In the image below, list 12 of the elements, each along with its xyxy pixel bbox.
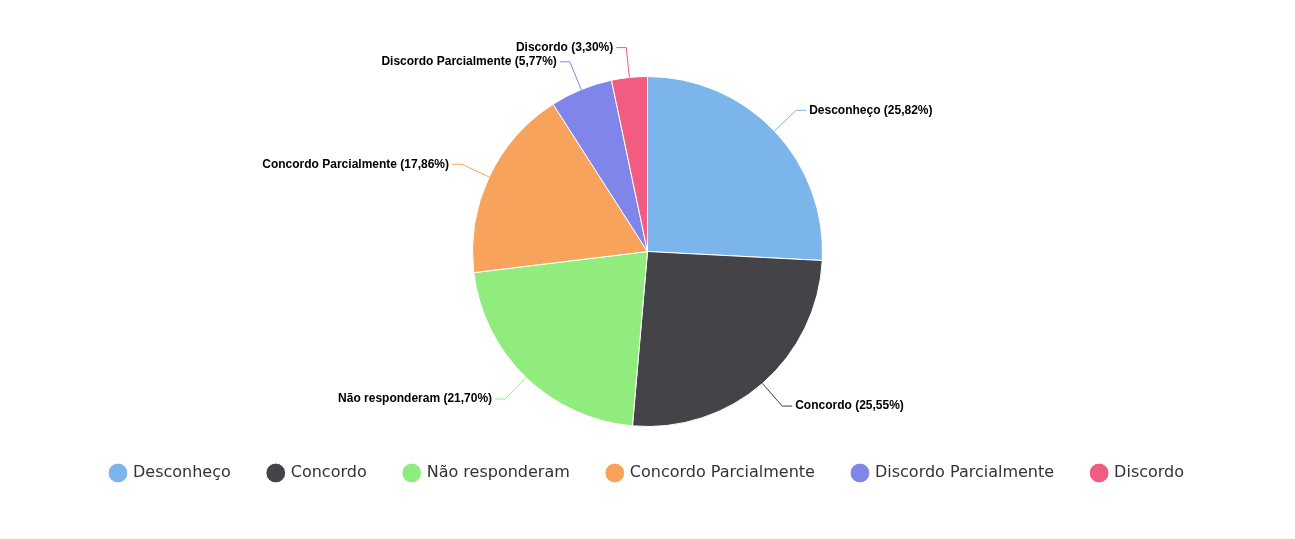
legend-label: Concordo xyxy=(290,462,367,482)
category-label: Concordo (25,55%) xyxy=(795,398,904,413)
legend-label: Discordo Parcialmente xyxy=(874,462,1055,482)
legend-label: Não responderam xyxy=(426,462,570,482)
legend-label: Desconheço xyxy=(132,462,231,482)
legend-label: Concordo Parcialmente xyxy=(629,462,815,482)
category-label: Desconheço (25,82%) xyxy=(809,102,933,117)
category-label: Discordo Parcialmente (5,77%) xyxy=(381,54,557,69)
category-label: Não responderam (21,70%) xyxy=(338,391,493,406)
category-label: Discordo (3,30%) xyxy=(515,39,614,54)
category-label: Concordo Parcialmente (17,86%) xyxy=(262,156,450,171)
legend-label: Discordo xyxy=(1114,462,1185,482)
